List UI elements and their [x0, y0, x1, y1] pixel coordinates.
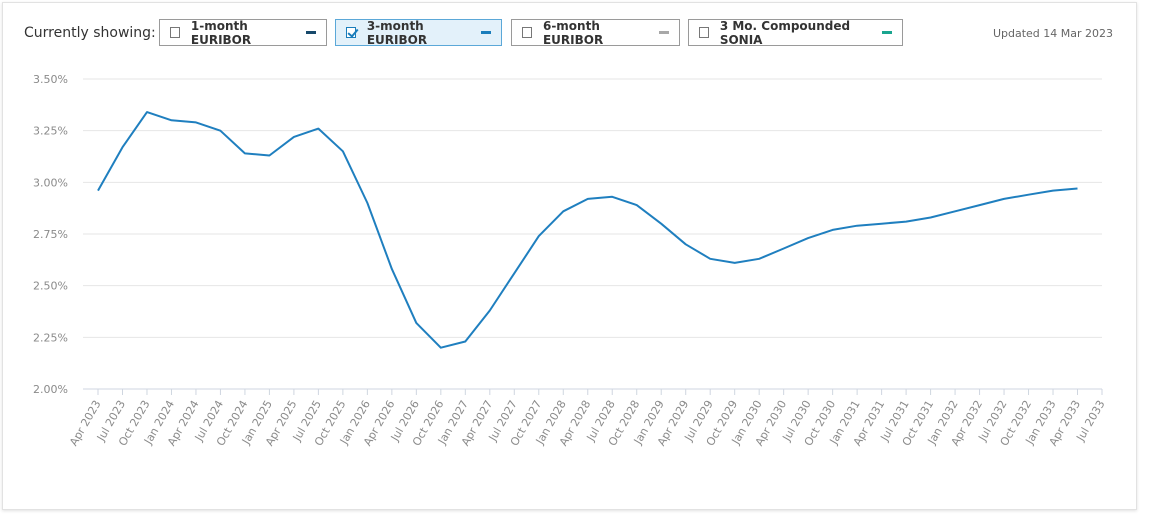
series-line: [97, 111, 1078, 349]
checkbox[interactable]: [170, 27, 180, 38]
y-tick-label: 2.75%: [33, 228, 68, 241]
y-tick-label: 2.00%: [33, 383, 68, 396]
y-tick-label: 3.00%: [33, 176, 68, 189]
checkbox[interactable]: [522, 27, 532, 38]
legend-swatch: [306, 31, 316, 34]
toggle-label: 3-month EURIBOR: [366, 18, 428, 47]
series-toggle[interactable]: 3 Mo. Compounded SONIA: [688, 18, 903, 47]
y-tick-label: 2.25%: [33, 331, 68, 344]
controls-label: Currently showing:: [24, 25, 156, 41]
y-tick-label: 3.25%: [33, 125, 68, 138]
x-tick-label: Apr 2023: [67, 398, 104, 448]
toggle-label: 3 Mo. Compounded SONIA: [719, 18, 851, 47]
series-toggle[interactable]: 1-month EURIBOR: [159, 18, 327, 47]
updated-date: Updated 14 Mar 2023: [992, 27, 1113, 40]
series-toggle[interactable]: 6-month EURIBOR: [511, 18, 680, 47]
legend-swatch: [659, 31, 670, 34]
chart-panel: [2, 2, 1137, 510]
series-toggle[interactable]: 3-month EURIBOR: [335, 18, 502, 47]
legend-swatch: [481, 31, 491, 34]
toggle-label: 6-month EURIBOR: [542, 18, 604, 47]
checkbox[interactable]: [699, 27, 709, 38]
legend-swatch: [882, 31, 892, 34]
checkbox[interactable]: [346, 27, 356, 38]
y-tick-label: 3.50%: [33, 73, 68, 86]
y-tick-label: 2.50%: [33, 280, 68, 293]
toggle-label: 1-month EURIBOR: [190, 18, 252, 47]
